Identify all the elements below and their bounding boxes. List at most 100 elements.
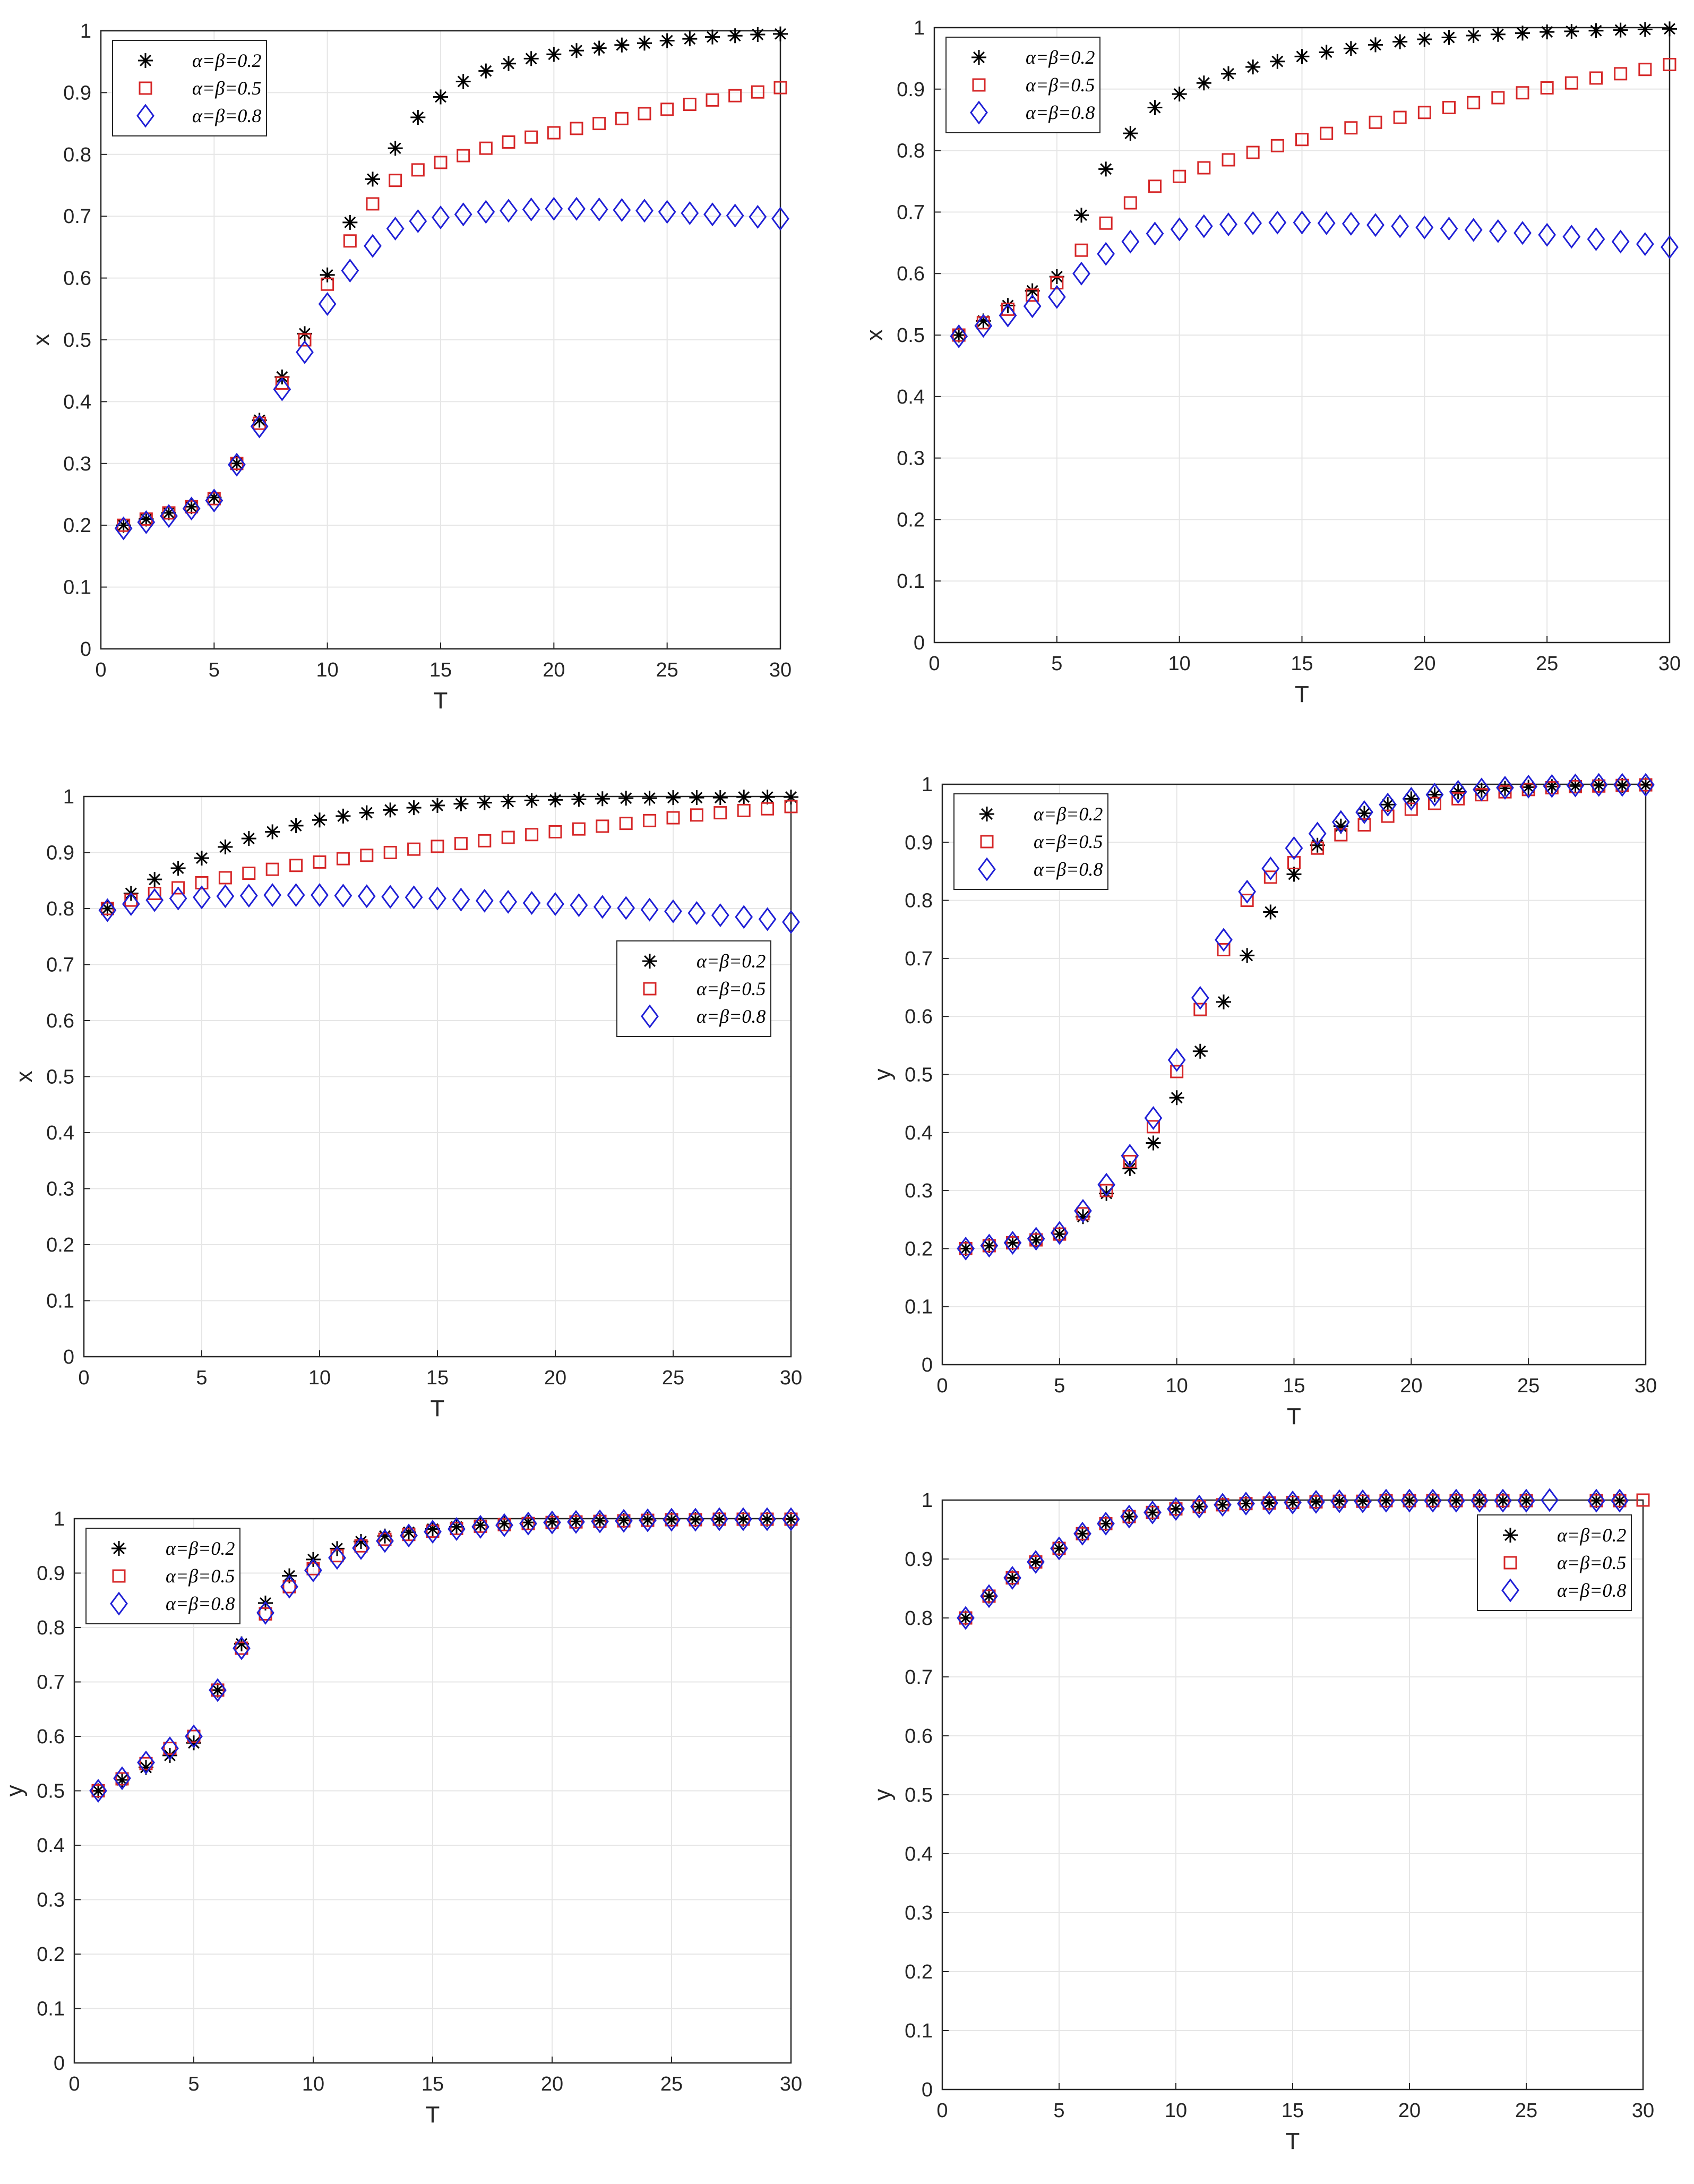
- data-point-s08: [1097, 1511, 1115, 1536]
- data-point-s05: [784, 1512, 798, 1526]
- data-point-s05: [1262, 1496, 1276, 1510]
- y-tick-label: 0.1: [63, 577, 91, 599]
- legend-label: α=β=0.8: [1034, 859, 1103, 880]
- data-point-s05: [1404, 802, 1418, 816]
- data-point-s08: [1023, 294, 1042, 319]
- data-point-s08: [471, 1514, 489, 1539]
- data-point-s02: [1052, 1541, 1067, 1556]
- data-point-s05: [1589, 1494, 1603, 1508]
- data-point-s08: [640, 897, 659, 922]
- data-point-s05: [1173, 169, 1186, 183]
- data-point-s08: [318, 292, 337, 316]
- data-point-s08: [1464, 218, 1483, 242]
- data-point-s08: [687, 901, 706, 925]
- y-tick-label: 0.7: [37, 1672, 65, 1694]
- data-point-s05: [1192, 1500, 1206, 1513]
- y-tick-label: 1: [922, 774, 933, 796]
- data-point-s02: [642, 791, 657, 806]
- data-point-s02: [354, 1534, 368, 1549]
- data-point-s08: [1284, 1490, 1302, 1514]
- x-tick-label: 25: [662, 1367, 684, 1389]
- data-point-s08: [615, 1509, 633, 1533]
- data-point-s08: [543, 1510, 561, 1535]
- data-point-s05: [524, 130, 538, 144]
- data-point-s05: [497, 1518, 511, 1531]
- data-point-s02: [1076, 1209, 1090, 1224]
- data-point-s08: [1293, 210, 1311, 235]
- y-tick-label: 0: [922, 2079, 933, 2101]
- data-point-s08: [734, 1507, 752, 1531]
- data-point-s02: [1168, 1501, 1183, 1517]
- legend-marker-s05: [139, 81, 152, 95]
- data-point-s02: [616, 1513, 631, 1528]
- data-point-s08: [735, 905, 753, 929]
- data-point-s08: [1219, 212, 1237, 237]
- data-point-s08: [405, 885, 423, 910]
- y-tick-label: 0.9: [905, 832, 933, 854]
- data-point-s02: [473, 1518, 488, 1533]
- data-point-s02: [1239, 1496, 1253, 1511]
- legend-label: α=β=0.5: [696, 978, 766, 999]
- data-point-s08: [334, 884, 352, 908]
- y-tick-label: 0.7: [46, 954, 74, 977]
- data-point-s08: [1517, 1488, 1535, 1513]
- data-point-s08: [1317, 211, 1336, 235]
- data-point-s08: [209, 1678, 227, 1702]
- x-tick-label: 20: [1400, 1375, 1422, 1397]
- data-point-s08: [311, 883, 329, 907]
- data-point-s05: [660, 102, 674, 116]
- data-point-s02: [1216, 994, 1231, 1009]
- data-point-s02: [1474, 782, 1489, 798]
- data-point-s05: [478, 834, 492, 847]
- x-tick-label: 5: [209, 659, 220, 681]
- data-point-s05: [1287, 856, 1301, 870]
- x-tick-label: 0: [68, 2073, 80, 2095]
- legend-box: [112, 40, 267, 136]
- data-point-s05: [728, 89, 742, 102]
- data-point-s02: [365, 172, 380, 187]
- data-point-s05: [761, 802, 775, 816]
- y-tick-label: 0.2: [63, 515, 91, 537]
- x-tick-label: 5: [1051, 653, 1062, 675]
- data-point-s05: [1467, 96, 1481, 109]
- legend-marker-s02: [971, 50, 986, 65]
- legend-marker-s05: [980, 835, 994, 849]
- data-point-s02: [1270, 54, 1285, 69]
- data-point-s08: [782, 1507, 800, 1531]
- data-point-s08: [256, 1600, 274, 1625]
- data-point-s08: [428, 886, 446, 911]
- data-point-s02: [548, 792, 563, 808]
- data-point-s05: [1122, 1510, 1136, 1523]
- data-point-s08: [1050, 1221, 1069, 1245]
- series-s05: [100, 800, 798, 915]
- data-point-s02: [1355, 1494, 1370, 1509]
- data-point-s05: [336, 852, 350, 866]
- data-point-s05: [275, 376, 289, 390]
- x-axis-label: T: [1295, 681, 1309, 707]
- data-point-s05: [1569, 780, 1582, 793]
- data-point-s02: [312, 812, 327, 828]
- data-point-s08: [1143, 1500, 1162, 1524]
- data-point-s05: [454, 837, 468, 851]
- data-point-s05: [1239, 1497, 1253, 1511]
- data-point-s02: [91, 1783, 106, 1798]
- data-point-s02: [1568, 778, 1583, 794]
- data-point-s05: [457, 149, 470, 162]
- data-point-s08: [570, 893, 588, 918]
- y-tick-label: 0.2: [46, 1234, 74, 1256]
- legend-marker-s02: [138, 53, 153, 68]
- data-point-s08: [1194, 214, 1213, 238]
- data-point-s05: [139, 1757, 153, 1770]
- data-point-s05: [1592, 779, 1606, 793]
- legend-marker-s02: [979, 807, 994, 821]
- y-tick-label: 0.8: [897, 140, 925, 162]
- data-point-s05: [1426, 1494, 1440, 1508]
- legend-label: α=β=0.8: [192, 105, 261, 126]
- data-point-s08: [590, 197, 608, 221]
- data-point-s02: [453, 796, 469, 811]
- x-tick-label: 0: [936, 2100, 948, 2122]
- data-point-s05: [1442, 101, 1456, 115]
- legend-marker-s08: [641, 1004, 659, 1029]
- data-point-s05: [982, 1239, 996, 1253]
- data-point-s02: [1245, 59, 1261, 75]
